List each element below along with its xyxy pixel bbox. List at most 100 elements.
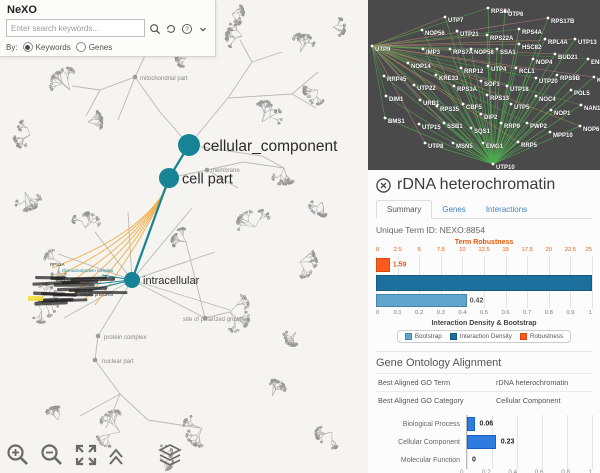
gene-node[interactable]	[434, 73, 438, 77]
gene-label[interactable]: DIM1	[389, 97, 404, 104]
zoom-in-icon[interactable]	[6, 443, 30, 467]
radio-genes[interactable]: Genes	[75, 42, 112, 52]
selected-term-label[interactable]: cell part	[182, 172, 233, 188]
gene-label[interactable]: UTP6	[508, 12, 525, 19]
gene-node[interactable]	[455, 29, 459, 33]
gene-label[interactable]: PWP2	[530, 124, 548, 131]
gene-node[interactable]	[423, 141, 427, 145]
gene-label[interactable]: UTP4	[491, 67, 508, 74]
gene-node[interactable]	[479, 79, 483, 83]
gene-node[interactable]	[495, 47, 499, 51]
gene-node[interactable]	[384, 94, 388, 98]
gene-node[interactable]	[442, 121, 446, 125]
gene-node[interactable]	[461, 102, 465, 106]
gene-label[interactable]: UTP18	[510, 87, 530, 94]
gene-label[interactable]: SSB1	[447, 124, 464, 131]
gene-label[interactable]: NAN1	[584, 106, 600, 113]
gene-label[interactable]: RPS7A	[453, 50, 474, 57]
gene-label[interactable]: RPS9B	[560, 76, 581, 83]
gene-label[interactable]: CBF5	[466, 105, 483, 112]
ontology-term-label[interactable]: protein complex	[104, 335, 146, 341]
gene-node[interactable]	[586, 57, 590, 61]
gene-label[interactable]: UTP21	[460, 32, 480, 39]
gene-label[interactable]: NOP58	[474, 50, 495, 57]
gene-label[interactable]: NOP4	[536, 60, 554, 67]
gene-label[interactable]: SSA1	[500, 50, 517, 57]
gene-node[interactable]	[448, 47, 452, 51]
selected-term-label[interactable]: cellular_component	[203, 138, 338, 155]
gene-node[interactable]	[469, 126, 473, 130]
gene-label[interactable]: POL5	[574, 91, 591, 98]
gene-node[interactable]	[435, 104, 439, 108]
gene-label[interactable]: UTP5	[514, 105, 531, 112]
gene-label[interactable]: UTP15	[422, 125, 442, 132]
gene-node[interactable]	[578, 124, 582, 128]
radio-keywords-circle[interactable]	[22, 42, 33, 52]
gene-label[interactable]: UTP20	[539, 79, 559, 86]
gene-node[interactable]	[534, 94, 538, 98]
gene-node[interactable]	[417, 122, 421, 126]
gene-label[interactable]: HSC82	[522, 45, 543, 52]
gene-node[interactable]	[421, 47, 425, 51]
gene-label[interactable]: RRP9	[504, 124, 521, 131]
gene-node[interactable]	[481, 141, 485, 145]
gene-label[interactable]: BUD21	[558, 55, 579, 62]
gene-label[interactable]: NOP56	[425, 31, 446, 38]
gene-label[interactable]: UTP7	[448, 18, 465, 25]
gene-node[interactable]	[549, 108, 553, 112]
gene-node[interactable]	[383, 116, 387, 120]
gene-label[interactable]: UTP10	[496, 165, 516, 172]
gene-node[interactable]	[479, 112, 483, 116]
gene-label[interactable]: UTP9	[375, 47, 392, 54]
gene-node[interactable]	[546, 16, 550, 20]
gene-label[interactable]: RPS1A	[457, 87, 478, 94]
gene-label[interactable]: RPS17B	[551, 19, 576, 26]
radio-genes-circle[interactable]	[75, 42, 86, 52]
gene-network-panel[interactable]: UTP7 RPS8A UTP6 RPS17B NOP56 UTP21 RPS4A RPS22A…	[368, 0, 600, 172]
gene-node[interactable]	[406, 61, 410, 65]
reset-icon[interactable]	[165, 22, 177, 35]
gene-node[interactable]	[534, 76, 538, 80]
selected-term-node[interactable]	[159, 168, 179, 188]
gene-label[interactable]: SOF1	[484, 82, 501, 89]
cluster-term-label[interactable]: RPS1A	[50, 262, 64, 267]
gene-node[interactable]	[579, 103, 583, 107]
gene-node[interactable]	[553, 52, 557, 56]
layers-icon[interactable]	[158, 443, 182, 467]
gene-node[interactable]	[592, 75, 596, 79]
gene-node[interactable]	[443, 15, 447, 19]
gene-node[interactable]	[418, 98, 422, 102]
gene-label[interactable]: RCL1	[519, 69, 536, 76]
gene-node[interactable]	[459, 66, 463, 70]
gene-label[interactable]: RPS13	[490, 96, 510, 103]
gene-label[interactable]: KRE33	[439, 76, 460, 83]
gene-label[interactable]: URB1	[423, 101, 440, 108]
gene-node[interactable]	[412, 83, 416, 87]
gene-label[interactable]: MPP10	[553, 133, 574, 140]
gene-node[interactable]	[499, 121, 503, 125]
search-input[interactable]	[6, 19, 146, 37]
gene-label[interactable]: RPL4A	[548, 40, 569, 47]
cluster-term-label[interactable]: ribonucleoprotein complex	[62, 268, 114, 273]
gene-node[interactable]	[517, 42, 521, 46]
gene-label[interactable]: NOP1	[554, 111, 572, 118]
gene-node[interactable]	[382, 74, 386, 78]
gene-node[interactable]	[516, 140, 520, 144]
gene-label[interactable]: MSN5	[456, 144, 474, 151]
gene-node[interactable]	[503, 9, 507, 13]
gene-label[interactable]: SQS1	[474, 129, 491, 136]
gene-node[interactable]	[469, 47, 473, 51]
gene-node[interactable]	[548, 130, 552, 134]
gene-node[interactable]	[531, 57, 535, 61]
tab-summary[interactable]: Summary	[376, 200, 433, 219]
gene-node[interactable]	[517, 27, 521, 31]
ontology-term-label[interactable]: mitochondrial part	[140, 76, 188, 82]
selected-term-node[interactable]	[124, 272, 140, 288]
fit-view-icon[interactable]	[74, 443, 98, 467]
gene-node[interactable]	[491, 162, 495, 166]
gene-node[interactable]	[486, 64, 490, 68]
gene-label[interactable]: RPS22A	[490, 36, 515, 43]
zoom-out-icon[interactable]	[40, 443, 64, 467]
gene-label[interactable]: RPS35	[440, 107, 460, 114]
selected-term-label[interactable]: intracellular	[143, 275, 200, 287]
